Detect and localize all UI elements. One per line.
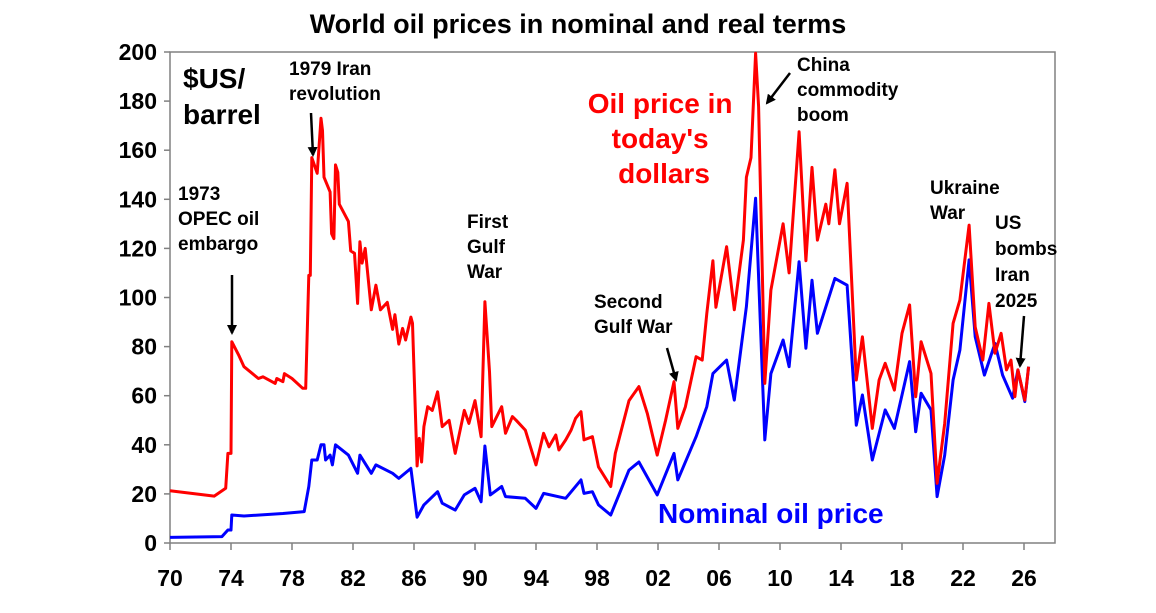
series-lines	[169, 51, 1031, 539]
arrow-china	[765, 72, 791, 105]
x-tick-label: 94	[523, 565, 549, 591]
x-tick-label: 10	[767, 565, 793, 591]
series-line-nominal	[169, 196, 1031, 539]
legend-label-nominal: Nominal oil price	[658, 498, 884, 529]
arrow-iran	[307, 112, 318, 157]
y-tick-label: 40	[131, 432, 157, 458]
y-axis-unit-label: $US/ barrel	[183, 63, 261, 130]
x-tick-label: 26	[1011, 565, 1037, 591]
y-tick-label: 80	[131, 334, 157, 360]
y-tick-label: 100	[119, 285, 157, 311]
x-tick-label: 02	[645, 565, 671, 591]
y-tick-label: 160	[119, 137, 157, 163]
x-tick-label: 22	[950, 565, 976, 591]
x-axis: 70 74 78 82 86 90 94 98 02 06 10 14 18 22 26	[157, 543, 1037, 591]
y-tick-label: 180	[119, 88, 157, 114]
y-axis: 0 20 40 60 80 100 120 140 160 180 200	[119, 39, 170, 556]
annotation-iran-revolution: 1979 Iran revolution	[289, 59, 381, 105]
y-tick-label: 0	[144, 530, 157, 556]
annotation-china-boom: China commodity boom	[797, 55, 904, 126]
chart-title: World oil prices in nominal and real ter…	[310, 9, 847, 39]
legend-label-real: Oil price in today's dollars	[588, 88, 740, 189]
x-tick-label: 82	[340, 565, 366, 591]
x-tick-label: 14	[828, 565, 854, 591]
x-tick-label: 70	[157, 565, 183, 591]
annotation-second-gulf-war: Second Gulf War	[594, 292, 673, 338]
y-tick-label: 140	[119, 186, 157, 212]
y-tick-label: 120	[119, 235, 157, 261]
x-tick-label: 78	[279, 565, 305, 591]
annotation-first-gulf-war: First Gulf War	[467, 212, 513, 283]
x-tick-label: 86	[401, 565, 427, 591]
y-tick-label: 20	[131, 481, 157, 507]
arrow-second-gulf	[665, 347, 679, 382]
y-tick-label: 200	[119, 39, 157, 65]
annotation-opec-embargo: 1973 OPEC oil embargo	[178, 184, 265, 255]
x-tick-label: 06	[706, 565, 732, 591]
y-tick-label: 60	[131, 383, 157, 409]
series-line-real	[169, 51, 1031, 498]
arrow-us-bombs	[1015, 315, 1026, 368]
x-tick-label: 98	[584, 565, 610, 591]
annotation-ukraine-war: Ukraine War	[930, 178, 1005, 224]
annotation-us-bombs-iran: US bombs Iran 2025	[995, 213, 1063, 312]
x-tick-label: 74	[218, 565, 244, 591]
x-tick-label: 90	[462, 565, 488, 591]
x-tick-label: 18	[889, 565, 915, 591]
